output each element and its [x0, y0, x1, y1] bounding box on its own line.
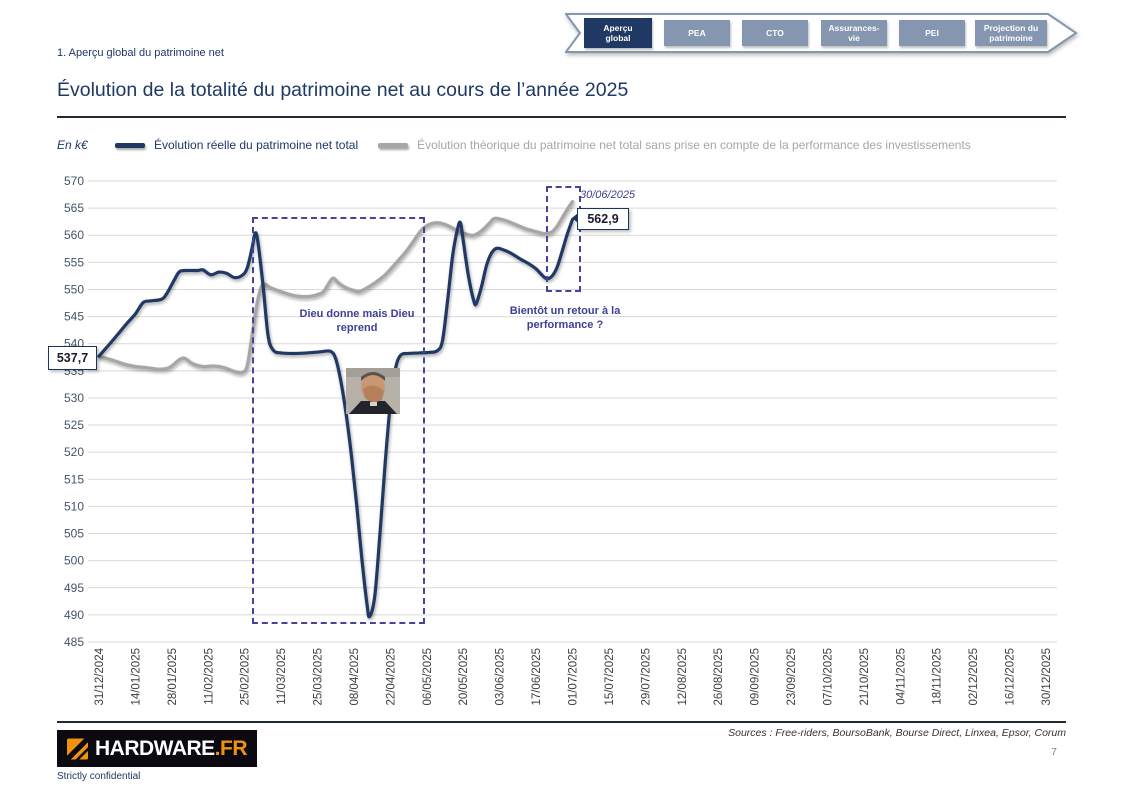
- confidential-note: Strictly confidential: [57, 771, 141, 782]
- svg-text:505: 505: [64, 527, 84, 541]
- svg-text:07/10/2025: 07/10/2025: [822, 648, 834, 706]
- svg-text:28/01/2025: 28/01/2025: [167, 648, 179, 706]
- svg-text:520: 520: [64, 445, 84, 459]
- tab-assurances-vie[interactable]: Assurances-vie: [821, 20, 887, 46]
- legend-marker-theoretical-icon: [378, 142, 409, 148]
- line-chart: 570 565 560 555 550 545 540 535 530 525 520 515 510 5…: [0, 165, 1123, 721]
- end-value-label: 562,9: [572, 208, 629, 230]
- logo-text-orange: .FR: [214, 736, 248, 760]
- end-date-label: 30/06/2025: [580, 189, 636, 201]
- svg-text:560: 560: [64, 228, 84, 242]
- svg-text:14/01/2025: 14/01/2025: [130, 648, 142, 706]
- highlight-box-recovery: [546, 186, 581, 292]
- legend-label-theoretical: Évolution théorique du patrimoine net to…: [417, 138, 971, 152]
- axis-unit-label: En k€: [57, 138, 88, 152]
- svg-text:11/02/2025: 11/02/2025: [203, 648, 215, 705]
- facepalm-photo-drawing: [346, 368, 400, 414]
- svg-text:17/06/2025: 17/06/2025: [531, 648, 543, 706]
- tab-cto[interactable]: CTO: [742, 20, 808, 46]
- svg-text:01/07/2025: 01/07/2025: [567, 648, 579, 706]
- logo-text-white: HARDWARE: [95, 736, 215, 760]
- breadcrumb: 1. Aperçu global du patrimoine net: [57, 47, 224, 59]
- tab-projection-patrimoine[interactable]: Projection du patrimoine: [975, 20, 1047, 46]
- legend-label-real: Évolution réelle du patrimoine net total: [154, 138, 359, 152]
- start-value-label: 537,7: [48, 346, 97, 370]
- callout-recovery: Bientôt un retour à la performance ?: [509, 305, 621, 331]
- svg-text:12/08/2025: 12/08/2025: [677, 648, 689, 706]
- svg-text:02/12/2025: 02/12/2025: [968, 648, 980, 706]
- svg-text:31/12/2024: 31/12/2024: [94, 647, 106, 705]
- svg-text:04/11/2025: 04/11/2025: [895, 648, 907, 705]
- svg-text:500: 500: [64, 554, 84, 568]
- svg-text:11/03/2025: 11/03/2025: [276, 648, 288, 705]
- tab-pea[interactable]: PEA: [664, 20, 730, 46]
- callout-crash: Dieu donne mais Dieu reprend: [299, 308, 415, 334]
- svg-text:26/08/2025: 26/08/2025: [713, 648, 725, 706]
- svg-text:21/10/2025: 21/10/2025: [859, 648, 871, 706]
- page-number: 7: [1051, 746, 1057, 758]
- legend-marker-real-icon: [115, 142, 145, 148]
- svg-text:18/11/2025: 18/11/2025: [932, 648, 944, 705]
- tab-apercu-global[interactable]: Aperçu global: [584, 18, 652, 48]
- svg-text:550: 550: [64, 282, 84, 296]
- svg-text:565: 565: [64, 201, 84, 215]
- sources-note: Sources : Free-riders, BoursoBank, Bours…: [728, 727, 1066, 739]
- svg-text:20/05/2025: 20/05/2025: [458, 648, 470, 706]
- title-divider: [57, 116, 1066, 118]
- nav-tab-bar: Aperçu global PEA CTO Assurances-vie PEI…: [565, 13, 1078, 53]
- page-title: Évolution de la totalité du patrimoine n…: [57, 79, 629, 101]
- svg-text:25/03/2025: 25/03/2025: [313, 648, 325, 706]
- highlight-box-crash: [252, 217, 425, 624]
- svg-text:30/12/2025: 30/12/2025: [1041, 648, 1053, 706]
- svg-text:525: 525: [64, 418, 84, 432]
- svg-text:495: 495: [64, 581, 84, 595]
- svg-text:510: 510: [64, 499, 84, 513]
- svg-text:530: 530: [64, 391, 84, 405]
- hardware-fr-logo-icon: [67, 736, 88, 761]
- svg-text:06/05/2025: 06/05/2025: [422, 648, 434, 706]
- svg-text:22/04/2025: 22/04/2025: [385, 648, 397, 706]
- svg-text:16/12/2025: 16/12/2025: [1005, 648, 1017, 706]
- svg-text:08/04/2025: 08/04/2025: [349, 648, 361, 706]
- svg-text:555: 555: [64, 255, 84, 269]
- svg-text:485: 485: [64, 635, 84, 649]
- svg-text:29/07/2025: 29/07/2025: [640, 648, 652, 706]
- svg-text:09/09/2025: 09/09/2025: [750, 648, 762, 706]
- footer-divider: [57, 721, 1066, 723]
- svg-text:15/07/2025: 15/07/2025: [604, 648, 616, 706]
- hardware-fr-logo: HARDWARE.FR: [57, 730, 257, 767]
- svg-text:515: 515: [64, 472, 84, 486]
- chart-legend: En k€ Évolution réelle du patrimoine net…: [57, 136, 971, 154]
- svg-text:03/06/2025: 03/06/2025: [495, 648, 507, 706]
- svg-text:25/02/2025: 25/02/2025: [240, 648, 252, 706]
- svg-text:23/09/2025: 23/09/2025: [786, 648, 798, 706]
- svg-text:490: 490: [64, 608, 84, 622]
- svg-text:570: 570: [64, 174, 84, 188]
- facepalm-photo: [346, 368, 400, 414]
- svg-text:545: 545: [64, 310, 84, 324]
- tab-pei[interactable]: PEI: [899, 20, 965, 46]
